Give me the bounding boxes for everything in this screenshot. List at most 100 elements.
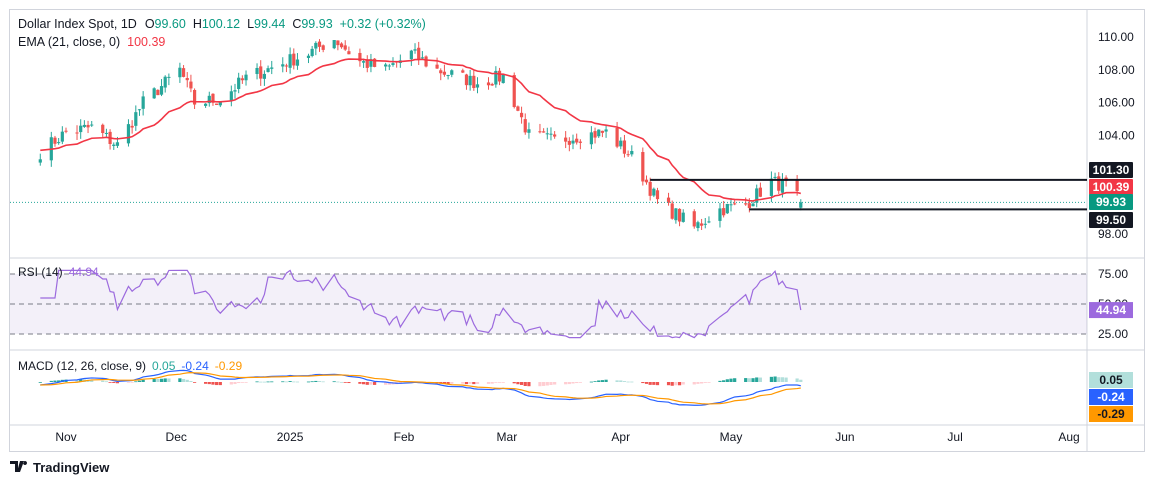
macd-histogram-bar — [604, 379, 608, 382]
candle-body — [266, 68, 270, 72]
candle-body — [703, 223, 707, 225]
macd-histogram-bar — [490, 382, 494, 384]
candle-body — [391, 63, 395, 65]
x-tick-label: Nov — [55, 430, 76, 444]
macd-value-box — [1089, 406, 1133, 422]
macd-histogram-bar — [53, 380, 57, 382]
macd-histogram-bar — [178, 378, 182, 382]
candle-body — [652, 188, 656, 196]
macd-histogram-bar — [207, 382, 211, 385]
macd-histogram-bar — [799, 379, 803, 382]
candle-body — [126, 124, 131, 144]
macd-histogram-bar — [259, 381, 263, 383]
macd-histogram-bar — [527, 382, 531, 387]
macd-histogram-bar — [696, 382, 700, 384]
price-tick-label: 108.00 — [1098, 63, 1135, 77]
macd-histogram-bar — [185, 379, 189, 382]
tradingview-logo[interactable]: TradingView — [10, 460, 110, 475]
candle-body — [332, 40, 336, 49]
macd-histogram-bar — [373, 382, 377, 385]
candle-body — [262, 73, 266, 79]
macd-histogram-bar — [497, 382, 502, 383]
candle-body — [619, 140, 623, 147]
candle-body — [339, 43, 344, 48]
candle-body — [167, 76, 171, 78]
candle-body — [545, 133, 549, 135]
macd-histogram-bar — [262, 381, 266, 383]
candle-body — [523, 119, 527, 133]
candle-body — [152, 88, 156, 99]
macd-histogram-bar — [475, 382, 480, 385]
candle-body — [707, 221, 711, 223]
macd-histogram-bar — [358, 382, 362, 384]
x-tick-label: Jul — [947, 430, 962, 444]
macd-histogram-bar — [751, 378, 755, 382]
candle-body — [189, 81, 193, 89]
x-tick-label: Dec — [166, 430, 187, 444]
x-tick-label: Apr — [611, 430, 630, 444]
candle-body — [413, 49, 417, 51]
candle-body — [53, 137, 57, 144]
candle-body — [486, 82, 491, 86]
candle-body — [361, 61, 366, 63]
macd-histogram-bar — [600, 380, 605, 382]
candle-body — [115, 142, 120, 146]
macd-histogram-bar — [468, 382, 472, 384]
macd-histogram-bar — [137, 380, 142, 382]
candle-body — [159, 86, 164, 95]
candle-body — [615, 127, 619, 147]
macd-histogram-bar — [516, 382, 520, 385]
candle-body — [57, 142, 61, 144]
macd-histogram-bar — [255, 381, 259, 383]
candle-body — [780, 179, 785, 193]
candle-body — [237, 77, 241, 89]
macd-histogram-bar — [211, 382, 215, 385]
candle-body — [516, 106, 520, 111]
macd-histogram-bar — [233, 382, 237, 385]
candle-body — [101, 124, 105, 134]
macd-histogram-bar — [163, 378, 167, 382]
macd-histogram-bar — [571, 382, 575, 384]
macd-histogram-bar — [152, 378, 156, 382]
candle-body — [799, 202, 803, 208]
candle-body — [255, 67, 259, 74]
candle-body — [259, 66, 263, 79]
candle-body — [207, 95, 211, 104]
legend-low-label: L — [247, 17, 254, 31]
macd-histogram-bar — [134, 381, 138, 383]
axes: Nov Dec 2025 Feb Mar Apr May Jun Jul Aug 110.00 108… — [55, 30, 1135, 444]
candle-body — [218, 102, 222, 106]
candle-body — [795, 179, 799, 192]
candle-body — [567, 140, 571, 145]
candle-body — [229, 91, 233, 101]
price-tick-label: 104.00 — [1098, 129, 1135, 143]
macd-histogram-bar — [442, 382, 447, 385]
candle-body — [134, 112, 138, 126]
macd-histogram-bar — [578, 382, 582, 383]
legend-change: +0.32 (+0.32%) — [340, 17, 426, 31]
legend-ohlc: Dollar Index Spot, 1D O99.60 H100.12 L99.44… — [18, 17, 426, 31]
macd-histogram-bar — [204, 382, 208, 384]
macd-histogram-bar — [314, 380, 318, 382]
candle-body — [700, 223, 704, 226]
macd-histogram-bar — [281, 381, 285, 383]
candle-body — [240, 78, 244, 81]
tradingview-wordmark: TradingView — [33, 460, 110, 475]
price-tick-label: 110.00 — [1098, 30, 1134, 44]
macd-histogram-bar — [347, 382, 351, 384]
candle-body — [670, 203, 674, 219]
candle-body — [644, 179, 649, 183]
macd-histogram-bar — [553, 382, 557, 385]
macd-histogram-bar — [700, 382, 704, 384]
macd-histogram-bar — [384, 382, 388, 385]
x-tick-label: Mar — [497, 430, 518, 444]
macd-histogram-bar — [733, 378, 737, 382]
x-tick-label: Aug — [1058, 430, 1079, 444]
candle-body — [192, 89, 197, 105]
macd-histogram-bar — [769, 376, 774, 382]
legend-macd: MACD (12, 26, close, 9) 0.05 -0.24 -0.29 — [18, 359, 242, 373]
candle-body — [722, 208, 726, 216]
candle-body — [696, 222, 700, 229]
candle-body — [777, 176, 781, 191]
candle-body — [527, 129, 531, 133]
